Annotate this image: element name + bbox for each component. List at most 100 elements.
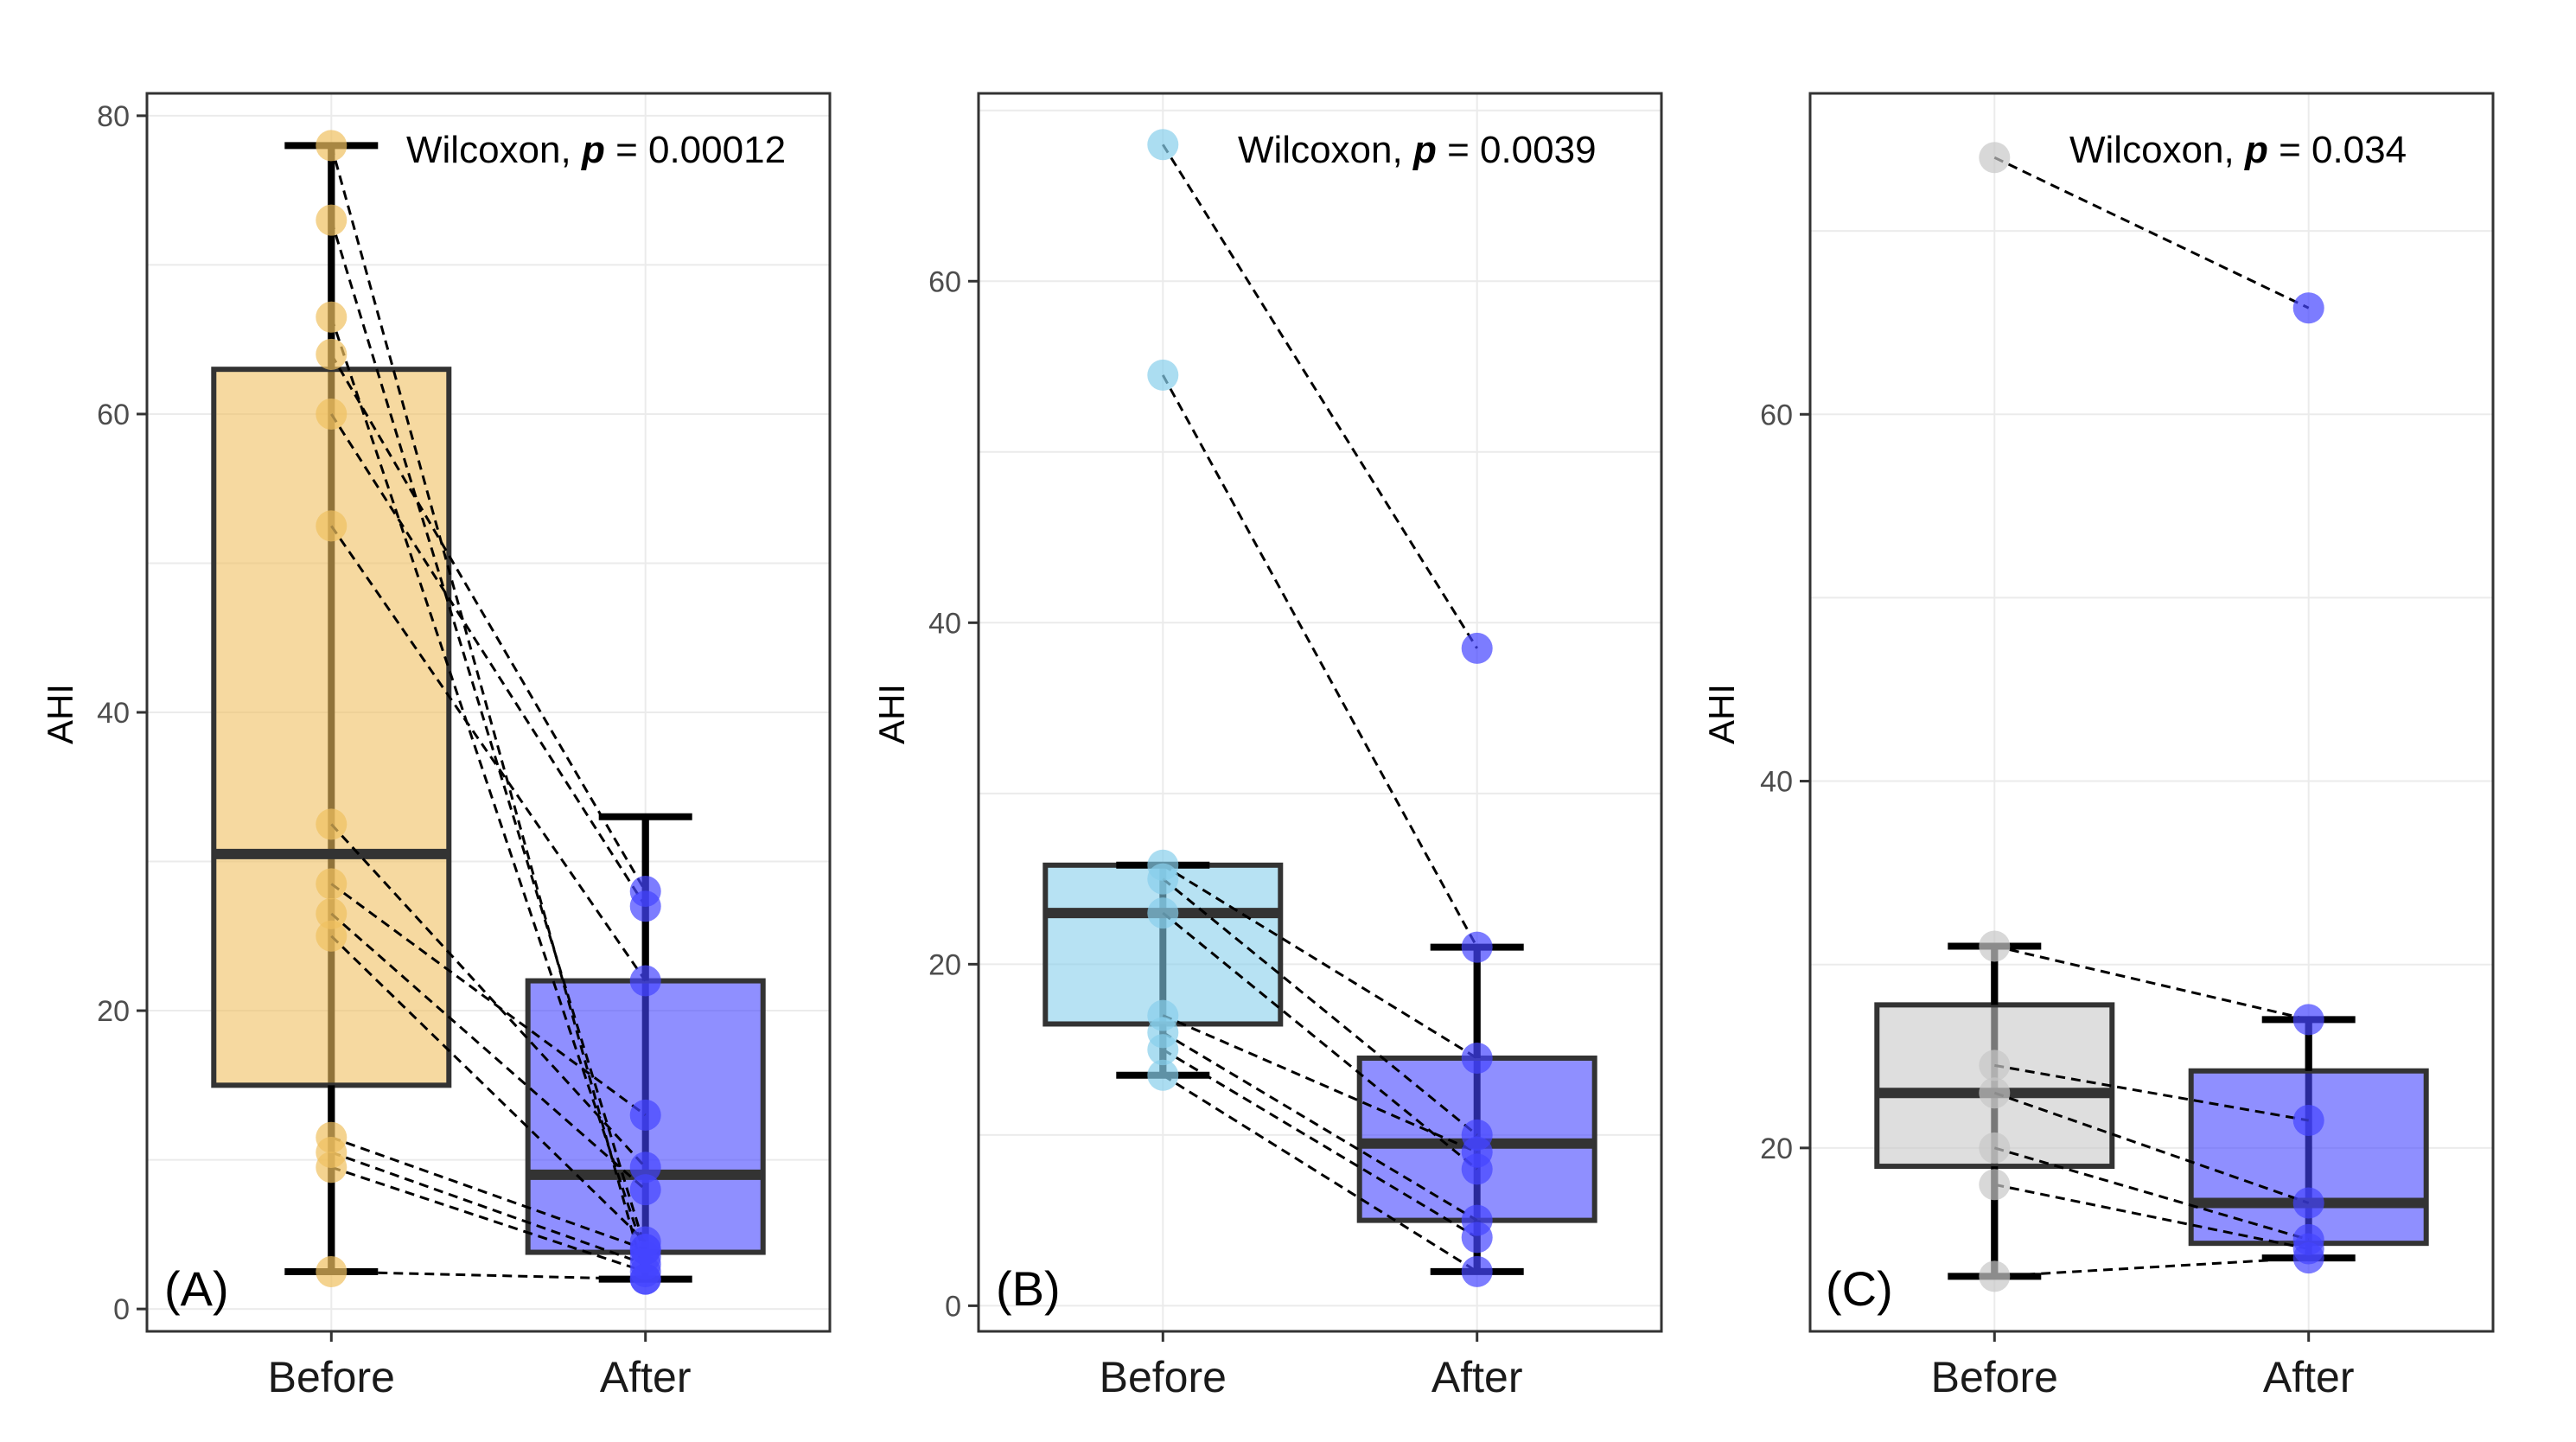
panel-b-border (977, 92, 1663, 1333)
panel-c-y-tick-label: 60 (1760, 399, 1793, 431)
panel-a-x-tick-label-before: Before (268, 1353, 395, 1401)
panel-a-pair-line (330, 883, 647, 1117)
panel-c: Wilcoxon, p = 0.034 (C) AHI (1701, 129, 2407, 1316)
panel-c-point-before (1979, 142, 2011, 174)
panel-a-point-after (629, 890, 661, 922)
panel-a-pair-line (330, 413, 647, 908)
panel-c-point-before (1979, 1260, 2011, 1292)
panel-b-annotation: Wilcoxon, p = 0.0039 (1238, 129, 1597, 171)
panel-a-point-before (316, 920, 348, 952)
panel-a-point-after (629, 1263, 661, 1295)
panel-b-point-after (1461, 1222, 1493, 1254)
panel-a-point-before (316, 301, 348, 333)
panel-a-point-before (316, 868, 348, 900)
panel-a-pair-line (329, 144, 647, 1280)
panel-a-pair-line (330, 354, 647, 892)
panel-c-point-before (1979, 1132, 2011, 1164)
panel-a-pair-line (329, 220, 647, 1250)
panel-b-x-tick-label-after: After (1431, 1353, 1523, 1401)
panel-b-point-after (1461, 632, 1493, 664)
panel-a: Wilcoxon, p = 0.00012 (A) AHI (40, 129, 786, 1316)
panel-a-point-before (316, 130, 348, 162)
panel-a-pair-line (330, 1151, 647, 1266)
panel-b-plot: 0 20 40 60 Before After (928, 92, 1663, 1401)
panel-a-point-before (316, 204, 348, 236)
panel-a-label: (A) (164, 1261, 229, 1316)
panel-a-pair-line (329, 316, 647, 1258)
panel-a-point-before (316, 510, 348, 542)
panel-c-pair-line (1994, 1256, 2309, 1278)
panel-c-point-before (1979, 1050, 2011, 1082)
panel-c-point-before (1979, 1169, 2011, 1201)
panel-c-x-tick-label-after: After (2263, 1353, 2355, 1401)
panel-c-label: (C) (1826, 1261, 1893, 1316)
panel-c-pair-line (1993, 1183, 2310, 1251)
panel-a-point-before (316, 338, 348, 370)
panel-a-y-tick-label: 40 (97, 697, 130, 730)
panel-a-x-tick-label-after: After (600, 1353, 692, 1401)
panel-b-y-tick-label: 60 (928, 265, 961, 298)
panel-b-point-after (1461, 1136, 1493, 1168)
panel-b-x-tick-label-before: Before (1100, 1353, 1227, 1401)
panel-c-pair-line (1993, 1146, 2310, 1241)
panel-a-pair-line (330, 912, 647, 1191)
panel-a-point-before (316, 1152, 348, 1184)
panel-c-y-axis-title: AHI (1701, 684, 1742, 744)
panel-c-point-after (2292, 1187, 2324, 1219)
panel-b-y-tick-label: 40 (928, 607, 961, 640)
panel-c-y-tick-label: 20 (1760, 1133, 1793, 1165)
panel-a-box-before (211, 367, 452, 1088)
panel-a-point-before (316, 398, 348, 430)
panel-b-point-before (1147, 863, 1179, 895)
panel-c-x-tick-label-before: Before (1931, 1353, 2058, 1401)
panel-a-annotation: Wilcoxon, p = 0.00012 (406, 129, 786, 171)
panel-a-point-before (316, 808, 348, 840)
panel-b-point-after (1461, 931, 1493, 963)
panel-a-pair-line (330, 1165, 647, 1273)
panel-b-pair-line (1162, 144, 1478, 649)
panel-a-point-after (629, 965, 661, 997)
panel-a-y-tick-label: 80 (97, 100, 130, 133)
panel-a-point-before (316, 1255, 348, 1287)
panel-a-point-after (629, 1174, 661, 1206)
panel-b-pair-line (1162, 911, 1478, 1171)
panel-b-y-tick-label: 20 (928, 948, 961, 981)
panel-b-pair-line (1162, 1048, 1478, 1239)
panel-b-point-before (1147, 359, 1179, 391)
panel-c-point-before (1979, 930, 2011, 962)
panel-c-point-after (2292, 292, 2324, 324)
panel-b-point-before (1147, 129, 1179, 161)
panel-a-pair-line (330, 1136, 647, 1251)
panel-b-point-before (1147, 897, 1179, 929)
panel-a-point-after (629, 1152, 661, 1184)
panel-a-plot: 0 20 40 60 80 Before After (97, 92, 832, 1401)
panel-c-pair-line (1993, 1091, 2310, 1204)
panel-b-pair-line (1162, 1014, 1478, 1153)
panel-c-pair-line (1994, 1063, 2309, 1122)
panel-a-point-before (316, 897, 348, 929)
panel-b: Wilcoxon, p = 0.0039 (B) AHI (871, 129, 1597, 1316)
panel-a-y-tick-label: 20 (97, 995, 130, 1028)
panel-c-y-tick-label: 40 (1760, 766, 1793, 799)
panel-c-point-before (1979, 1077, 2011, 1109)
panel-c-point-after (2292, 1004, 2324, 1036)
panel-c-border (1808, 92, 2495, 1333)
panel-c-pair-line (1993, 156, 2310, 309)
panel-a-pair-line (330, 525, 647, 982)
panel-a-y-axis-title: AHI (40, 684, 80, 744)
panel-b-point-before (1147, 1034, 1179, 1066)
panel-b-y-axis-title: AHI (871, 684, 912, 744)
panel-b-label: (B) (996, 1261, 1061, 1316)
panel-a-point-after (629, 1099, 661, 1131)
panel-b-pair-line (1162, 1031, 1478, 1222)
panel-b-point-before (1147, 1059, 1179, 1091)
panel-c-point-after (2292, 1242, 2324, 1274)
panel-c-pair-line (1993, 945, 2310, 1021)
panel-c-point-after (2292, 1105, 2324, 1137)
panel-b-y-tick-label: 0 (945, 1290, 961, 1323)
panel-a-y-tick-label: 0 (113, 1293, 130, 1326)
panel-b-pair-line (1162, 877, 1478, 1137)
panel-c-annotation: Wilcoxon, p = 0.034 (2069, 129, 2407, 171)
panel-a-y-tick-label: 60 (97, 399, 130, 431)
